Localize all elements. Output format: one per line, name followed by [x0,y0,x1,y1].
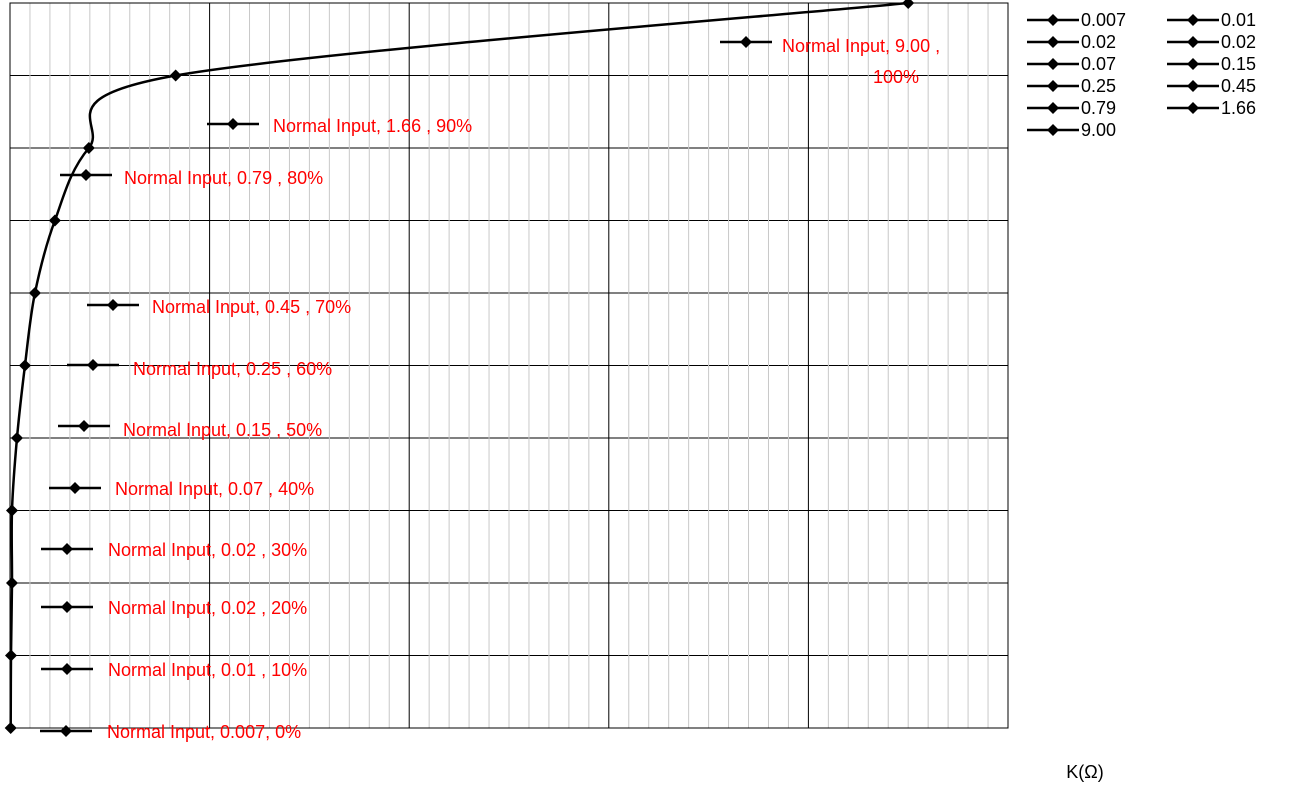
legend: 0.007 0.010.02 0.020.07 0.150.25 0.450.79 1.6… [1027,10,1256,140]
legend-key-marker [1047,14,1059,26]
data-markers [4,0,915,734]
legend-key-marker [1187,14,1199,26]
data-point-marker [82,142,95,154]
data-label-text: Normal Input, 0.79 , 80% [124,168,323,188]
legend-key-marker [1187,102,1199,114]
data-label-text: Normal Input, 0.02 , 20% [108,598,307,618]
legend-key-marker [1047,102,1059,114]
legend-label: 0.007 [1081,10,1126,30]
legend-entry: 0.25 [1027,76,1116,96]
legend-entry: 0.007 [1027,10,1126,30]
legend-label: 0.02 [1081,32,1116,52]
data-point-marker [18,359,31,372]
data-label-text: Normal Input, 0.007, 0% [107,722,301,742]
data-labels: Normal Input, 0.007, 0% Normal Input, 0.0… [40,36,940,742]
data-point-marker [169,69,182,82]
data-point-marker [4,649,17,662]
data-label-text: Normal Input, 1.66 , 90% [273,116,472,136]
data-point-marker [5,577,18,589]
data-label-key-marker [87,359,99,371]
legend-key-marker [1047,124,1059,136]
x-axis-label: K(Ω) [1066,762,1103,782]
data-label-key-marker [61,663,73,675]
plot-area-border [9,2,1009,729]
data-label-key-marker [69,482,81,494]
legend-label: 0.79 [1081,98,1116,118]
data-label-key-marker [60,725,72,737]
legend-key-marker [1187,80,1199,92]
data-point-marker [4,722,17,734]
data-label: Normal Input, 0.07 , 40% [49,479,314,499]
data-label-key-marker [107,299,119,311]
data-label: Normal Input, 0.02 , 20% [41,598,307,618]
legend-label: 0.15 [1221,54,1256,74]
data-point-marker [10,432,23,444]
data-point-marker [48,214,61,227]
data-point-marker [5,504,18,517]
data-label: Normal Input, 0.01 , 10% [41,660,307,680]
data-label-text-cont: 100% [873,67,919,87]
legend-key-marker [1187,36,1199,48]
data-label: Normal Input, 9.00 , 100% [720,36,940,87]
legend-label: 0.25 [1081,76,1116,96]
data-label-key-marker [740,36,752,48]
legend-label: 0.45 [1221,76,1256,96]
data-label-text: Normal Input, 0.25 , 60% [133,359,332,379]
data-label-text: Normal Input, 9.00 , [782,36,940,56]
data-label-text: Normal Input, 0.45 , 70% [152,297,351,317]
data-label-text: Normal Input, 0.02 , 30% [108,540,307,560]
legend-entry: 0.45 [1167,76,1256,96]
data-label-text: Normal Input, 0.07 , 40% [115,479,314,499]
legend-label: 0.07 [1081,54,1116,74]
legend-label: 9.00 [1081,120,1116,140]
data-point-marker [902,0,915,9]
data-label: Normal Input, 0.45 , 70% [87,297,351,317]
data-point-marker [28,287,41,299]
legend-entry: 0.15 [1167,54,1256,74]
data-label-text: Normal Input, 0.01 , 10% [108,660,307,680]
data-label: Normal Input, 0.25 , 60% [67,359,332,379]
data-label-key-marker [61,601,73,613]
legend-entry: 0.07 [1027,54,1116,74]
legend-entry: 1.66 [1167,98,1256,118]
data-label-key-marker [78,420,90,432]
legend-label: 0.01 [1221,10,1256,30]
data-label: Normal Input, 0.15 , 50% [58,420,322,440]
legend-key-marker [1047,36,1059,48]
legend-entry: 9.00 [1027,120,1116,140]
data-label: Normal Input, 1.66 , 90% [207,116,472,136]
legend-label: 1.66 [1221,98,1256,118]
legend-label: 0.02 [1221,32,1256,52]
legend-key-marker [1047,80,1059,92]
legend-entry: 0.02 [1167,32,1256,52]
data-label: Normal Input, 0.79 , 80% [60,168,323,188]
data-label: Normal Input, 0.02 , 30% [41,540,307,560]
data-label-key-marker [80,169,92,181]
legend-key-marker [1047,58,1059,70]
legend-key-marker [1187,58,1199,70]
data-label-text: Normal Input, 0.15 , 50% [123,420,322,440]
plot-border [9,2,1009,729]
legend-entry: 0.02 [1027,32,1116,52]
data-label-key-marker [227,118,239,130]
legend-entry: 0.01 [1167,10,1256,30]
data-label: Normal Input, 0.007, 0% [40,722,301,742]
data-label-key-marker [61,543,73,555]
legend-entry: 0.79 [1027,98,1116,118]
